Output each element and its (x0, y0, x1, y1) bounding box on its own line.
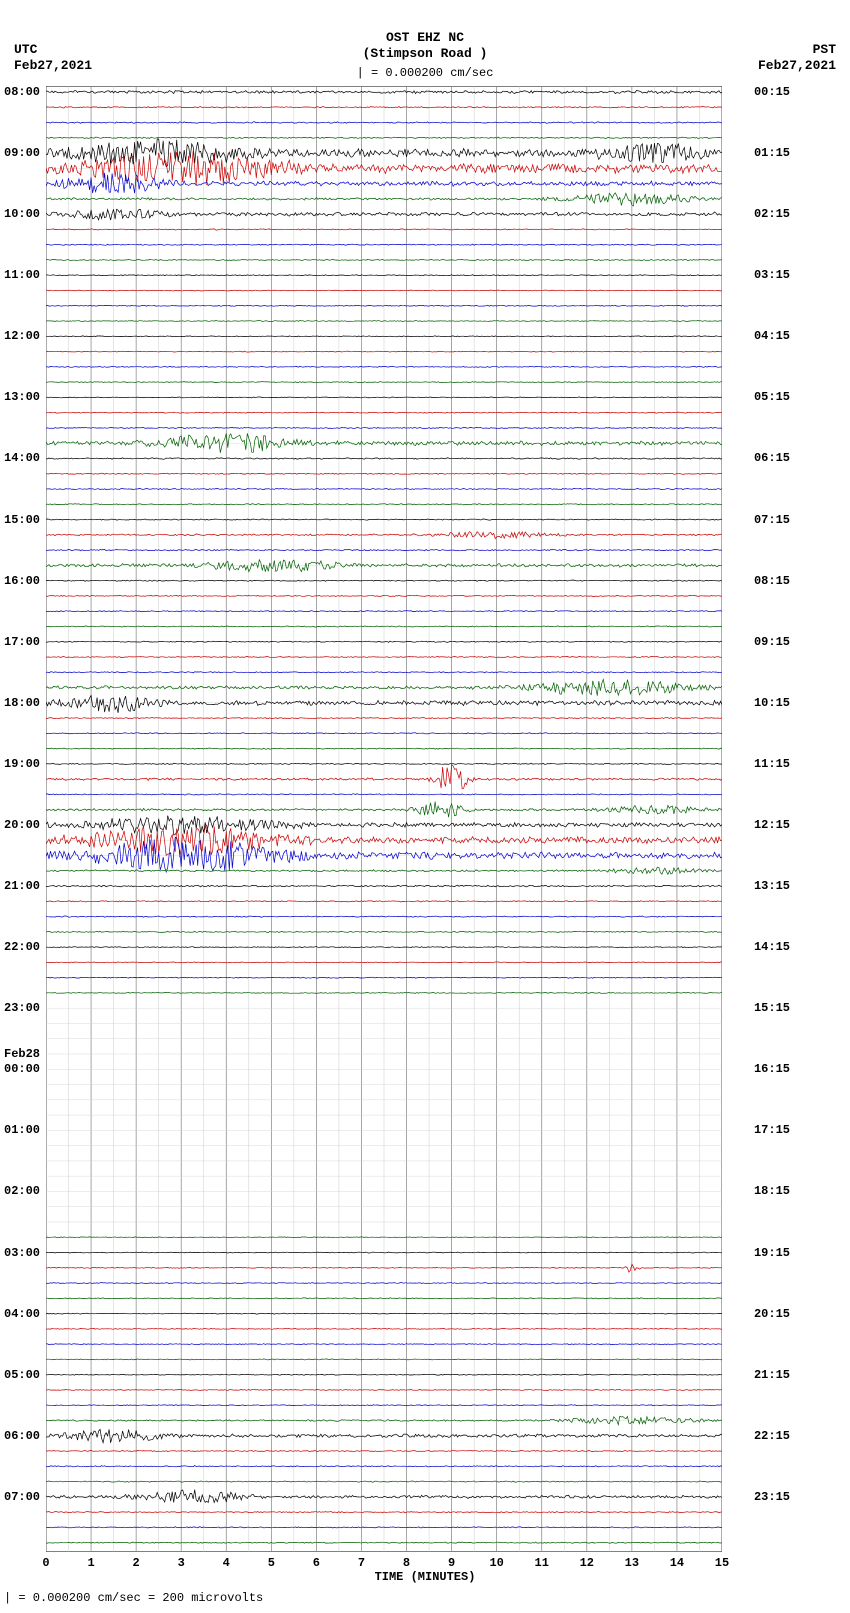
utc-time-label: 18:00 (4, 696, 40, 710)
utc-time-label: 19:00 (4, 757, 40, 771)
pst-time-label: 12:15 (754, 818, 790, 832)
utc-time-label: 08:00 (4, 85, 40, 99)
x-tick-label: 15 (715, 1556, 729, 1570)
pst-time-label: 13:15 (754, 879, 790, 893)
x-tick-label: 9 (448, 1556, 455, 1570)
seismogram-page: OST EHZ NC (Stimpson Road ) | = 0.000200… (0, 0, 850, 1613)
x-tick-label: 7 (358, 1556, 365, 1570)
utc-time-label: 23:00 (4, 1001, 40, 1015)
x-tick-label: 13 (625, 1556, 639, 1570)
station-subtitle: (Stimpson Road ) (0, 46, 850, 61)
utc-time-label: 11:00 (4, 268, 40, 282)
utc-time-label: 13:00 (4, 390, 40, 404)
left-date: Feb27,2021 (14, 58, 92, 73)
x-tick-label: 14 (670, 1556, 684, 1570)
x-tick-label: 8 (403, 1556, 410, 1570)
pst-time-label: 23:15 (754, 1490, 790, 1504)
pst-time-label: 06:15 (754, 451, 790, 465)
pst-time-label: 09:15 (754, 635, 790, 649)
pst-time-label: 19:15 (754, 1246, 790, 1260)
station-title: OST EHZ NC (0, 30, 850, 45)
day-change-label: Feb28 (4, 1047, 40, 1061)
utc-time-label: 05:00 (4, 1368, 40, 1382)
utc-time-label: 03:00 (4, 1246, 40, 1260)
pst-time-label: 22:15 (754, 1429, 790, 1443)
utc-time-label: 14:00 (4, 451, 40, 465)
x-tick-label: 12 (580, 1556, 594, 1570)
utc-time-label: 04:00 (4, 1307, 40, 1321)
pst-time-label: 08:15 (754, 574, 790, 588)
pst-time-label: 10:15 (754, 696, 790, 710)
pst-time-label: 00:15 (754, 85, 790, 99)
x-tick-label: 10 (489, 1556, 503, 1570)
utc-time-label: 21:00 (4, 879, 40, 893)
x-tick-label: 1 (87, 1556, 94, 1570)
right-timezone: PST (813, 42, 836, 57)
utc-time-label: 02:00 (4, 1184, 40, 1198)
x-tick-label: 6 (313, 1556, 320, 1570)
seismogram-svg (46, 86, 722, 1552)
pst-time-label: 14:15 (754, 940, 790, 954)
utc-time-label: 09:00 (4, 146, 40, 160)
footer-scale: | = 0.000200 cm/sec = 200 microvolts (4, 1591, 263, 1605)
utc-time-label: 15:00 (4, 513, 40, 527)
pst-time-label: 11:15 (754, 757, 790, 771)
left-timezone: UTC (14, 42, 37, 57)
utc-time-label: 17:00 (4, 635, 40, 649)
x-tick-label: 4 (223, 1556, 230, 1570)
x-tick-label: 2 (133, 1556, 140, 1570)
utc-time-label: 01:00 (4, 1123, 40, 1137)
pst-time-label: 04:15 (754, 329, 790, 343)
utc-time-label: 06:00 (4, 1429, 40, 1443)
x-axis-title: TIME (MINUTES) (0, 1570, 850, 1584)
utc-time-label: 07:00 (4, 1490, 40, 1504)
pst-time-label: 02:15 (754, 207, 790, 221)
pst-time-label: 17:15 (754, 1123, 790, 1137)
pst-time-label: 15:15 (754, 1001, 790, 1015)
pst-time-label: 18:15 (754, 1184, 790, 1198)
pst-time-label: 07:15 (754, 513, 790, 527)
right-date: Feb27,2021 (758, 58, 836, 73)
scale-text: | = 0.000200 cm/sec (0, 66, 850, 80)
x-tick-label: 3 (178, 1556, 185, 1570)
x-tick-label: 0 (42, 1556, 49, 1570)
pst-time-label: 16:15 (754, 1062, 790, 1076)
utc-time-label: 20:00 (4, 818, 40, 832)
utc-time-label: 12:00 (4, 329, 40, 343)
utc-time-label: 00:00 (4, 1062, 40, 1076)
x-tick-label: 11 (535, 1556, 549, 1570)
pst-time-label: 05:15 (754, 390, 790, 404)
pst-time-label: 21:15 (754, 1368, 790, 1382)
x-tick-label: 5 (268, 1556, 275, 1570)
pst-time-label: 01:15 (754, 146, 790, 160)
utc-time-label: 10:00 (4, 207, 40, 221)
pst-time-label: 03:15 (754, 268, 790, 282)
utc-time-label: 22:00 (4, 940, 40, 954)
utc-time-label: 16:00 (4, 574, 40, 588)
pst-time-label: 20:15 (754, 1307, 790, 1321)
seismogram-plot (46, 86, 722, 1552)
